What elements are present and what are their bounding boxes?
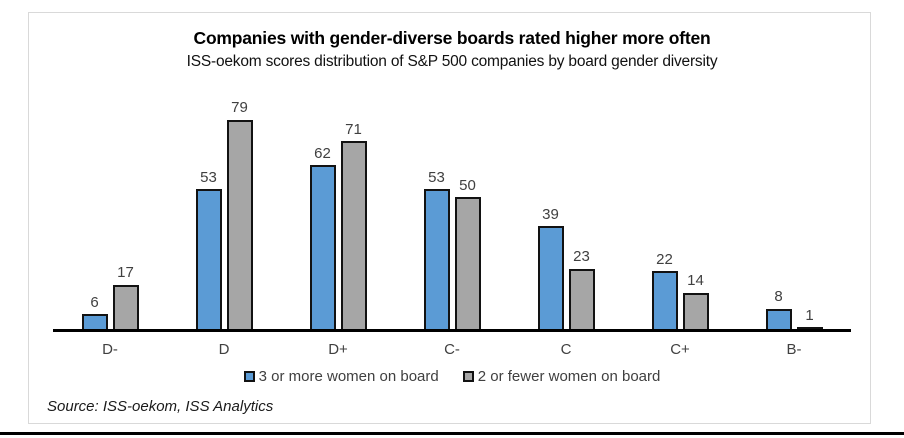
- legend-marker-gray-icon: [462, 371, 474, 382]
- legend: 3 or more women on board 2 or fewer wome…: [0, 368, 904, 385]
- x-axis-label-C-: C-: [444, 341, 460, 358]
- legend-label-2-or-fewer: 2 or fewer women on board: [477, 368, 661, 385]
- bar-series2-D: [226, 119, 253, 330]
- category-group-C-: 53 50: [395, 94, 509, 330]
- category-group-D+: 62 71: [281, 94, 395, 330]
- bar-wrap: 14: [682, 272, 709, 330]
- bar-wrap: 6: [81, 293, 108, 330]
- chart-title: Companies with gender-diverse boards rat…: [193, 28, 711, 48]
- bar-series1-D-: [81, 314, 108, 330]
- bar-wrap: 22: [651, 250, 678, 330]
- bar-series1-B-: [765, 308, 792, 330]
- bar-series2-D-: [112, 284, 139, 330]
- legend-item-3-or-more: 3 or more women on board: [243, 368, 439, 385]
- bar-value-label: 17: [117, 264, 134, 282]
- bar-series2-C: [568, 268, 595, 330]
- category-group-C: 39 23: [509, 94, 623, 330]
- bar-wrap: 71: [340, 120, 367, 330]
- category-group-C+: 22 14: [623, 94, 737, 330]
- source-note: Source: ISS-oekom, ISS Analytics: [47, 398, 274, 415]
- plot-area: 6 17 53 79 62 71 53 50 39 23 22 14 8 1: [53, 94, 851, 330]
- bar-series2-C-: [454, 197, 481, 330]
- bar-wrap: 17: [112, 264, 139, 330]
- x-axis-line: [53, 329, 851, 332]
- legend-item-2-or-fewer: 2 or fewer women on board: [462, 368, 661, 385]
- bar-series1-D: [195, 189, 222, 330]
- bar-wrap: 39: [537, 205, 564, 330]
- x-axis-label-D+: D+: [328, 341, 348, 358]
- bar-series1-D+: [309, 165, 336, 330]
- bar-value-label: 62: [314, 144, 331, 162]
- x-axis-labels: D- D D+ C- C C+ B-: [53, 341, 851, 358]
- bar-wrap: 62: [309, 144, 336, 330]
- bar-series2-B-: [796, 327, 823, 330]
- bar-value-label: 71: [345, 120, 362, 138]
- bar-value-label: 50: [459, 176, 476, 194]
- bar-wrap: 79: [226, 99, 253, 330]
- bar-value-label: 8: [774, 288, 783, 306]
- bar-wrap: 53: [423, 168, 450, 330]
- bar-value-label: 53: [428, 168, 445, 186]
- category-group-D: 53 79: [167, 94, 281, 330]
- bottom-border-line: [0, 432, 904, 435]
- bar-value-label: 79: [231, 99, 248, 117]
- bar-series2-D+: [340, 141, 367, 330]
- x-axis-label-D-: D-: [102, 341, 118, 358]
- bar-wrap: 53: [195, 168, 222, 330]
- bar-value-label: 39: [542, 205, 559, 223]
- chart-frame: [28, 12, 871, 424]
- bar-wrap: 23: [568, 248, 595, 330]
- bar-wrap: 1: [796, 306, 823, 330]
- bar-series1-C-: [423, 189, 450, 330]
- x-axis-label-D: D: [218, 341, 230, 358]
- bar-value-label: 1: [805, 306, 814, 324]
- bar-value-label: 23: [573, 248, 590, 266]
- chart-subtitle: ISS-oekom scores distribution of S&P 500…: [186, 53, 718, 70]
- bar-value-label: 22: [656, 250, 673, 268]
- x-axis-label-B-: B-: [786, 341, 802, 358]
- x-axis-label-C+: C+: [670, 341, 690, 358]
- category-group-D-: 6 17: [53, 94, 167, 330]
- legend-label-3-or-more: 3 or more women on board: [258, 368, 439, 385]
- bar-series1-C: [537, 226, 564, 330]
- bar-series1-C+: [651, 271, 678, 330]
- bar-value-label: 53: [200, 168, 217, 186]
- bar-value-label: 14: [687, 272, 704, 290]
- x-axis-label-C: C: [560, 341, 572, 358]
- legend-marker-blue-icon: [243, 371, 255, 382]
- bar-series2-C+: [682, 292, 709, 330]
- bar-wrap: 50: [454, 176, 481, 330]
- bar-wrap: 8: [765, 288, 792, 330]
- bar-value-label: 6: [90, 293, 99, 311]
